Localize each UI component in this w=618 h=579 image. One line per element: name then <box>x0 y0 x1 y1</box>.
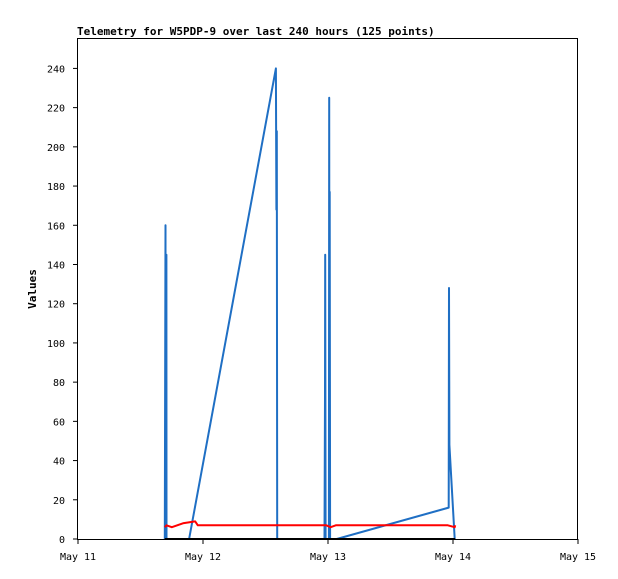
x-tick-label: May 11 <box>60 552 96 563</box>
y-tick-label: 20 <box>53 496 65 507</box>
y-axis-label: Values <box>26 269 39 309</box>
x-tick-label: May 15 <box>560 552 596 563</box>
y-tick-label: 0 <box>59 535 65 546</box>
series-line-0 <box>163 67 456 540</box>
y-tick-label: 100 <box>47 339 65 350</box>
y-tick-label: 160 <box>47 221 65 232</box>
y-axis-ticks: 0 20 40 60 80 100 120 140 160 180 200 220 240 <box>47 64 78 546</box>
y-tick-label: 120 <box>47 300 65 311</box>
y-tick-label: 80 <box>53 378 65 389</box>
x-tick-label: May 12 <box>185 552 221 563</box>
series-layer <box>163 67 457 540</box>
y-tick-label: 200 <box>47 143 65 154</box>
y-tick-label: 220 <box>47 104 65 115</box>
series-line-1 <box>164 520 457 529</box>
y-tick-label: 60 <box>53 417 65 428</box>
y-tick-label: 40 <box>53 457 65 468</box>
x-tick-label: May 14 <box>435 552 471 563</box>
x-tick-label: May 13 <box>310 552 346 563</box>
y-tick-label: 240 <box>47 64 65 75</box>
y-tick-label: 140 <box>47 260 65 271</box>
chart-title: Telemetry for W5PDP-9 over last 240 hour… <box>77 25 435 38</box>
y-tick-label: 180 <box>47 182 65 193</box>
